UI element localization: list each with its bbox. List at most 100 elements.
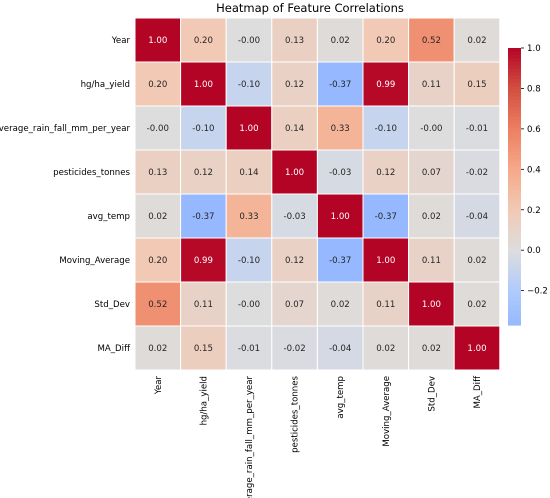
cell-value-label: 1.00: [285, 168, 304, 178]
cell-value-label: -0.00: [238, 300, 260, 310]
x-tick-label-pesticides-tonnes: pesticides_tonnes: [291, 375, 301, 452]
heatmap-cell: [316, 149, 364, 195]
colorbar-segment: [508, 259, 521, 264]
colorbar-segment: [508, 283, 521, 288]
heatmap-cell: [316, 237, 364, 283]
y-tick-label-hg-ha-yield: hg/ha_yield: [81, 80, 130, 90]
colorbar-segment: [508, 58, 521, 63]
x-axis-tick-labels: Year hg/ha_yield average_rain_fall_mm_per_…: [154, 375, 483, 498]
colorbar-segment: [508, 214, 521, 219]
heatmap-cell: [316, 105, 364, 151]
colorbar-segment: [508, 290, 521, 295]
colorbar-segment: [508, 96, 521, 101]
colorbar-tick-label: 0.2: [527, 206, 541, 216]
heatmap-cell: [180, 105, 227, 151]
heatmap-cell: [134, 325, 182, 371]
colorbar-segment: [508, 221, 521, 226]
heatmap-cell: [316, 193, 364, 239]
cell-value-label: -0.02: [283, 344, 305, 354]
colorbar-segment: [508, 124, 521, 129]
x-tick-label-year: Year: [154, 376, 164, 396]
colorbar-segment: [508, 297, 521, 302]
colorbar-segment: [508, 276, 521, 281]
heatmap-cell: [362, 281, 410, 327]
colorbar-segment: [508, 155, 521, 160]
heatmap-cell: [134, 105, 182, 151]
heatmap-cell: [225, 105, 273, 151]
cell-value-label: -0.04: [466, 212, 488, 222]
colorbar-tick-label: 0.0: [527, 246, 541, 256]
cell-value-label: 0.12: [285, 80, 304, 90]
heatmap-cell: [408, 149, 455, 195]
colorbar-segment: [508, 172, 521, 177]
cell-value-label: 0.33: [239, 212, 258, 222]
colorbar-segment: [508, 200, 521, 205]
cell-value-label: 0.13: [148, 168, 167, 178]
cell-value-label: 0.20: [194, 36, 213, 46]
y-tick-label-average-rain-fall-mm-per-year: average_rain_fall_mm_per_year: [0, 124, 130, 134]
colorbar-segment: [508, 169, 521, 174]
y-tick-label-std-dev: Std_Dev: [94, 300, 130, 310]
colorbar-segment: [508, 89, 521, 94]
colorbar-segment: [508, 241, 521, 246]
cell-value-label: 0.20: [376, 36, 395, 46]
cell-value-label: 0.52: [148, 300, 167, 310]
cell-value-label: -0.00: [420, 124, 442, 134]
heatmap-cell: [225, 149, 273, 195]
colorbar-segment: [508, 307, 521, 312]
cell-value-label: 1.00: [422, 300, 441, 310]
cell-value-label: 0.14: [285, 124, 304, 134]
cell-value-label: -0.37: [329, 80, 351, 90]
cell-value-label: -0.00: [238, 36, 260, 46]
heatmap-cell: [453, 193, 501, 239]
colorbar-segment: [508, 61, 521, 66]
cell-value-label: 0.02: [467, 300, 486, 310]
cell-value-label: 0.33: [331, 124, 350, 134]
colorbar-segment: [508, 252, 521, 257]
colorbar-segment: [508, 103, 521, 108]
cell-value-label: 0.02: [376, 344, 395, 354]
colorbar-segment: [508, 110, 521, 115]
heatmap-cell: [134, 17, 182, 63]
colorbar-segment: [508, 238, 521, 243]
heatmap-cell: [180, 17, 227, 63]
colorbar-segment: [508, 293, 521, 298]
heatmap-cell: [362, 61, 410, 107]
colorbar-segment: [508, 134, 521, 139]
cell-value-label: 0.12: [376, 168, 395, 178]
chart-title: Heatmap of Feature Correlations: [216, 1, 404, 15]
colorbar-segment: [508, 86, 521, 91]
colorbar-segment: [508, 151, 521, 156]
colorbar-segment: [508, 72, 521, 77]
cell-value-label: -0.10: [192, 124, 214, 134]
heatmap-cell: [453, 281, 501, 327]
y-tick-label-ma-diff: MA_Diff: [97, 344, 131, 354]
y-tick-label-avg-temp: avg_temp: [87, 212, 130, 222]
colorbar-tick-label: 0.6: [527, 125, 541, 135]
colorbar-segment: [508, 79, 521, 84]
colorbar-segment: [508, 224, 521, 229]
cell-value-label: 0.20: [148, 80, 167, 90]
colorbar-segment: [508, 196, 521, 201]
colorbar-segment: [508, 65, 521, 70]
heatmap-cell: [362, 17, 410, 63]
cell-value-label: 1.00: [376, 256, 395, 266]
cell-value-label: -0.10: [238, 80, 260, 90]
cell-value-label: 1.00: [467, 344, 486, 354]
cell-value-label: -0.03: [329, 168, 351, 178]
colorbar-segment: [508, 183, 521, 188]
heatmap-cell: [408, 105, 455, 151]
cell-value-label: 0.15: [194, 344, 213, 354]
cell-value-label: 0.02: [148, 344, 167, 354]
colorbar-segment: [508, 189, 521, 195]
heatmap-cell: [271, 105, 318, 151]
y-tick-label-year: Year: [111, 36, 131, 46]
heatmap-cell: [316, 325, 364, 371]
heatmap-cell: [453, 105, 501, 151]
colorbar-segment: [508, 314, 521, 319]
colorbar-segment: [508, 266, 521, 271]
heatmap-cells: 1.00 0.20 -0.00 0.13 0.02 0.20 0.52 0.02 0.20 1.0…: [134, 17, 501, 371]
y-axis-tick-labels: Year hg/ha_yield average_rain_fall_mm_per_…: [0, 36, 131, 354]
cell-value-label: 0.11: [422, 256, 441, 266]
x-tick-label-average-rain-fall-mm-per-year: average_rain_fall_mm_per_year: [245, 376, 255, 498]
